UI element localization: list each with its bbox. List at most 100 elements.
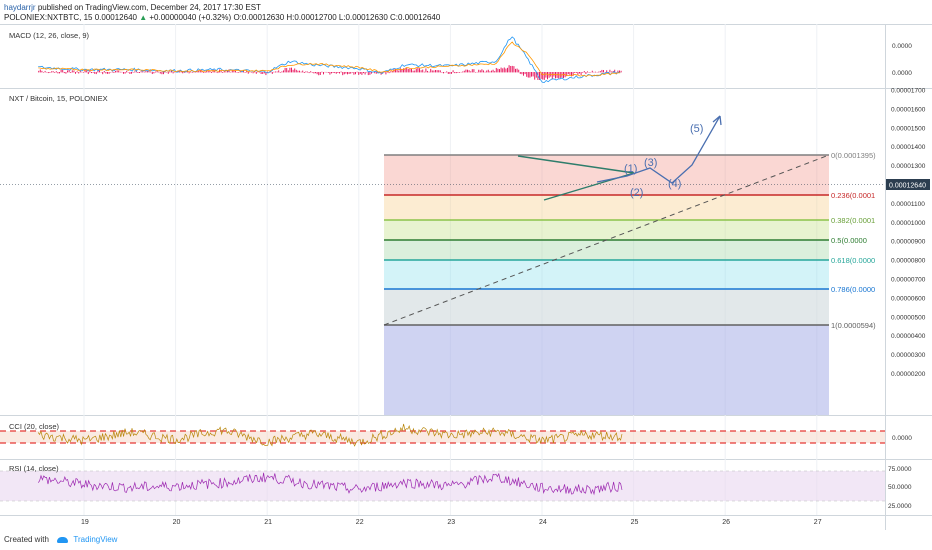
macd-hist-bar [60,69,62,73]
fibonacci-lines [384,154,829,326]
macd-hist-bar [499,69,500,73]
rsi-tick-75: 75.0000 [888,466,912,473]
macd-hist-bar [299,70,300,73]
macd-hist-bar [121,71,123,73]
macd-hist-bar [409,68,411,73]
macd-hist-bar [302,70,304,73]
macd-hist-bar [142,71,144,73]
price-tick-label: 0.00000400 [891,333,926,340]
macd-hist-bar [571,72,572,77]
macd-hist-bar [124,72,126,74]
macd-hist-bar [94,72,96,74]
macd-hist-bar [49,72,51,73]
macd-hist-bar [204,72,206,73]
macd-hist-bar [108,72,110,74]
macd-hist-bar [467,69,468,73]
rsi-axis[interactable]: 75.0000 50.0000 25.0000 [888,466,912,510]
macd-hist-bar [531,72,532,77]
fib-label-618: 0.618(0.0000 [831,256,875,265]
macd-hist-bar [343,72,345,75]
macd-hist-bar [358,72,360,75]
macd-hist-bar [404,68,406,73]
macd-hist-bar [575,72,577,73]
macd-hist-bar [489,71,491,73]
macd-hist-bar [331,72,332,74]
macd-hist-bar [67,70,68,73]
macd-hist-bar [585,72,587,75]
tradingview-brand[interactable]: TradingView [73,535,118,544]
time-axis[interactable]: 19 20 21 22 23 24 25 26 27 [81,519,822,526]
macd-hist-bar [52,71,54,73]
macd-hist-bar [47,72,49,74]
macd-hist-bar [543,72,545,80]
macd-hist-bar [425,68,427,73]
macd-hist-bar [137,72,139,73]
macd-hist-bar [313,72,315,74]
macd-hist-bar [97,70,99,73]
macd-hist-bar [76,71,78,73]
macd-hist-bar [244,72,246,73]
macd-hist-bar [454,72,456,74]
publication-line: haydarrjr published on TradingView.com, … [4,3,261,12]
macd-hist-bar [617,70,619,73]
macd-hist-bar [329,72,331,75]
macd-hist-bar [118,70,120,73]
macd-hist-bar [604,72,606,73]
macd-hist-bar [515,68,516,73]
macd-hist-bar [500,67,502,73]
macd-hist-bar [407,69,409,73]
macd-hist-bar [355,72,356,75]
macd-hist-bar [371,72,372,74]
macd-hist-bar [243,70,244,73]
macd-hist-bar [155,71,156,73]
price-axis[interactable]: 0.00001700 0.00001600 0.00001500 0.00001400… [891,88,926,379]
macd-hist-bar [363,72,364,74]
author-link[interactable]: haydarrjr [4,3,36,12]
macd-hist-bar [582,72,584,73]
rsi-tick-50: 50.0000 [888,484,912,491]
macd-hist-bar [603,70,604,73]
macd-hist-bar [321,71,323,73]
macd-hist-bar [486,70,488,73]
macd-hist-bar [443,72,444,74]
macd-hist-bar [545,72,547,78]
macd-hist-bar [591,70,593,73]
fib-label-500: 0.5(0.0000 [831,236,867,245]
macd-hist-bar [86,70,88,73]
macd-hist-bar [606,70,608,73]
macd-hist-bar [391,70,393,73]
macd-hist-bar [179,71,180,73]
macd-hist-bar [494,71,496,73]
macd-hist-bar [572,72,574,76]
macd-hist-bar [255,72,257,74]
macd-hist-bar [369,72,371,75]
macd-hist-bar [399,68,401,73]
macd-hist-bar [337,72,339,73]
cci-axis[interactable]: 0.0000 [892,435,912,442]
macd-hist-bar [574,72,576,73]
macd-hist-bar [502,68,504,73]
macd-hist-bar [169,71,171,73]
macd-hist-bar [507,67,508,73]
macd-hist-bar [303,72,305,73]
macd-hist-bar [283,70,284,73]
macd-hist-bar [332,72,334,73]
macd-hist-bar [334,72,336,74]
macd-hist-bar [238,72,240,73]
macd-hist-bar [158,71,160,73]
macd-hist-bar [452,70,454,73]
macd-hist-bar [427,70,428,73]
fib-label-236: 0.236(0.0001 [831,191,875,200]
macd-hist-bar [580,72,582,76]
macd-axis[interactable]: 0.0000 0.0000 [892,43,912,77]
macd-hist-bar [323,72,324,75]
footer: Created with TradingView [4,535,117,544]
macd-hist-bar [587,71,588,73]
fibonacci-zones [384,155,829,415]
macd-hist-bar [287,70,289,73]
macd-hist-bar [151,72,153,75]
ohlc-values: O:0.00012630 H:0.00012700 L:0.00012630 C… [233,13,441,22]
price-tick-label: 0.00000800 [891,258,926,265]
macd-hist-bar [524,72,526,75]
